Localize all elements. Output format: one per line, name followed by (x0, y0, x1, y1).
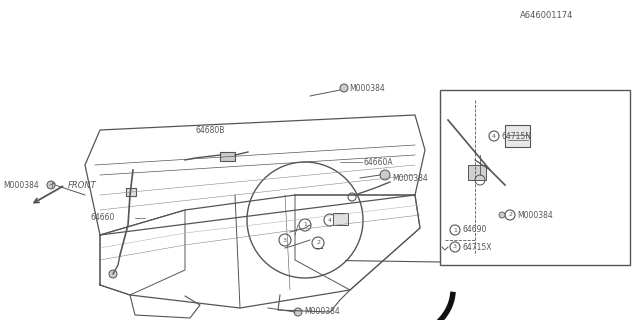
Bar (333, 213, 348, 225)
Text: M000384: M000384 (3, 180, 39, 189)
Text: 4: 4 (492, 133, 496, 139)
Text: 64660A: 64660A (363, 157, 392, 166)
Text: 64680B: 64680B (195, 125, 225, 134)
Text: M000384: M000384 (392, 173, 428, 182)
Circle shape (294, 308, 302, 316)
Text: M000384: M000384 (349, 84, 385, 92)
Bar (468, 165, 486, 180)
Text: M000384: M000384 (304, 308, 340, 316)
Text: 2: 2 (508, 212, 512, 218)
Text: 64715X: 64715X (462, 243, 492, 252)
Text: A646001174: A646001174 (520, 11, 573, 20)
Text: 2: 2 (316, 241, 320, 245)
Text: 64690: 64690 (462, 226, 486, 235)
Circle shape (340, 84, 348, 92)
Circle shape (109, 270, 117, 278)
Text: 4: 4 (328, 218, 332, 222)
Bar (505, 125, 530, 147)
Circle shape (499, 212, 505, 218)
Text: FRONT: FRONT (68, 180, 97, 189)
Circle shape (380, 170, 390, 180)
Text: 64715N: 64715N (501, 132, 531, 140)
Bar (440, 90, 630, 265)
Bar (220, 152, 235, 161)
Circle shape (47, 181, 55, 189)
Text: M000384: M000384 (517, 211, 553, 220)
Text: 1: 1 (303, 222, 307, 228)
Text: 64660: 64660 (90, 213, 115, 222)
Text: 3: 3 (283, 237, 287, 243)
Bar (126, 188, 136, 196)
Text: 1: 1 (453, 228, 457, 233)
Text: 3: 3 (453, 244, 457, 250)
